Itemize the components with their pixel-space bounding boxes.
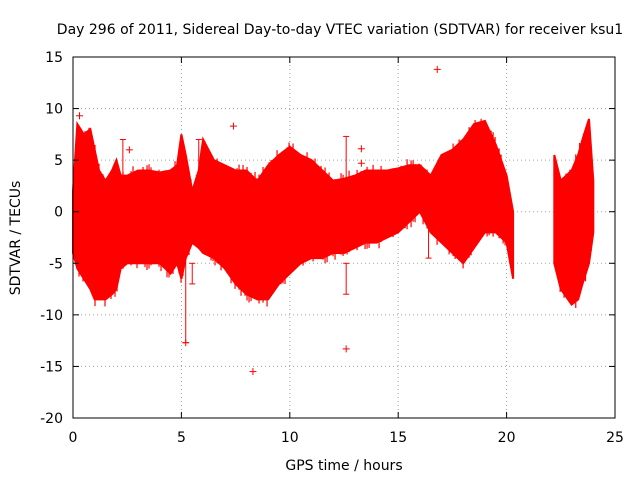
data-point-outlier	[342, 345, 350, 353]
x-axis-label: GPS time / hours	[285, 458, 402, 474]
x-tick-label: 20	[498, 430, 516, 446]
x-tick-label: 0	[69, 430, 78, 446]
data-point-outlier	[229, 122, 237, 130]
data-point-outlier	[249, 368, 257, 376]
x-tick-label: 10	[281, 430, 299, 446]
y-tick-label: 0	[54, 205, 63, 221]
y-tick-label: 5	[54, 153, 63, 169]
x-tick-label: 25	[606, 430, 624, 446]
data-layer	[72, 65, 595, 376]
data-point-outlier	[182, 339, 190, 347]
chart-title: Day 296 of 2011, Sidereal Day-to-day VTE…	[57, 22, 623, 38]
y-tick-label: -15	[40, 359, 63, 375]
data-point-outlier	[433, 65, 441, 73]
plot-frame	[72, 56, 616, 419]
y-axis-label: SDTVAR / TECUs	[8, 181, 24, 296]
data-point-outlier	[357, 145, 365, 153]
data-point-outlier	[76, 112, 84, 120]
y-tick-label: -10	[40, 308, 63, 324]
data-point-outlier	[357, 159, 365, 167]
y-tick-label: 10	[45, 102, 63, 118]
y-tick-label: -5	[49, 256, 63, 272]
data-point-outlier	[125, 146, 133, 154]
y-tick-label: -20	[40, 411, 63, 427]
x-tick-label: 5	[177, 430, 186, 446]
y-tick-label: 15	[45, 50, 63, 66]
tick-layer: 15 10 5 0 -5 -10 -15 -20 0 5 10 15 20 25	[40, 50, 624, 446]
x-tick-label: 15	[389, 430, 407, 446]
